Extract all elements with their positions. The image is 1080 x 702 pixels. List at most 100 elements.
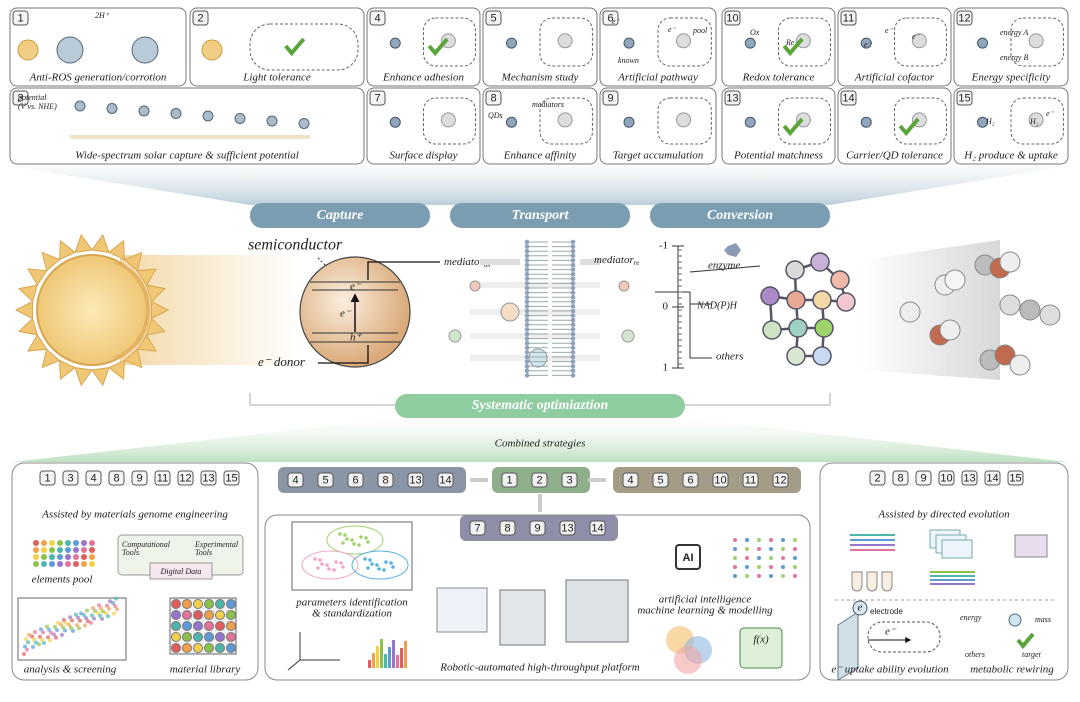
library-ball [182, 599, 192, 609]
panel-label: Surface display [389, 150, 457, 162]
lipid-head [570, 262, 576, 268]
energy-level [202, 110, 214, 122]
cluster [301, 550, 359, 580]
scatter-dot [93, 609, 97, 614]
mediator-base: mediator [594, 254, 634, 266]
lipid-head [524, 304, 530, 309]
library-ball [171, 610, 181, 620]
number-badge [437, 472, 454, 488]
number-badge [742, 472, 759, 488]
nn-node [793, 565, 797, 569]
icon [557, 112, 573, 128]
cluster-dot [350, 538, 354, 542]
nn-node [745, 556, 749, 560]
electron-label: e⁻ [340, 308, 352, 320]
number-text: 10 [714, 474, 726, 486]
number-badge [177, 470, 194, 486]
lipid-head [524, 281, 530, 286]
panel-note: e⁻ [1046, 109, 1055, 118]
library-ball [226, 632, 236, 642]
scatter-dot [64, 621, 68, 626]
cluster-dot [327, 567, 331, 571]
icon [676, 33, 692, 49]
element-dot [65, 561, 71, 567]
lipid-head [570, 267, 576, 272]
number-badge [602, 10, 619, 26]
electrode-e: e [858, 602, 863, 614]
cluster-dot [389, 561, 393, 565]
box-text: Computational [122, 540, 171, 549]
panel-label: Potential matchness [733, 150, 823, 162]
scatter-dot [77, 626, 81, 631]
panel-note: pool [692, 26, 708, 35]
scatter-dot [60, 632, 64, 637]
scatter-dot [78, 618, 82, 623]
ray [136, 268, 157, 287]
library-ball [204, 632, 214, 642]
library-ball [193, 599, 203, 609]
nn-node [793, 556, 797, 560]
nn-node [769, 556, 773, 560]
cell-outline [1010, 97, 1064, 145]
number-text: 5 [490, 12, 496, 24]
banner-pill [395, 394, 685, 418]
box-text: elements pool [32, 574, 93, 586]
number-text: 9 [136, 472, 142, 484]
library-ball [226, 643, 236, 653]
check-mark [284, 37, 306, 57]
scatter-dot [111, 600, 115, 605]
scatter-dot [105, 603, 109, 608]
number-badge [561, 472, 578, 488]
network-node [812, 290, 832, 310]
box-text: analysis & screening [24, 664, 117, 676]
element-dot [65, 547, 71, 553]
cell-outline [867, 621, 941, 653]
lipid-head [524, 267, 530, 272]
particle [528, 348, 548, 368]
panel [9, 87, 365, 165]
number-text: 13 [963, 472, 975, 484]
panel-note: e⁻ [864, 40, 873, 49]
panel-note: mediators [532, 100, 564, 109]
scatter-dot [37, 642, 41, 647]
number-badge [529, 520, 546, 536]
scatter-dot [92, 616, 96, 621]
connector [655, 265, 761, 359]
scatter-dot [69, 625, 73, 630]
lipid-head [524, 262, 530, 268]
lipid-head [524, 336, 530, 341]
number-badge [682, 472, 699, 488]
fan [10, 166, 1068, 205]
panel-label: Enhance affinity [503, 150, 577, 162]
panel-note: e⁻ [912, 32, 921, 41]
icon [1028, 33, 1044, 49]
stage-label: Conversion [707, 208, 773, 223]
ray [59, 359, 77, 381]
panel-label: Wide-spectrum solar capture & sufficient… [75, 150, 299, 162]
axis-tick-label: -1 [659, 240, 668, 252]
scatter-dot [107, 606, 111, 611]
carrier [469, 280, 481, 292]
number-text: 13 [726, 92, 738, 104]
cluster-dot [368, 558, 372, 562]
library-ball [182, 610, 192, 620]
arrow [470, 478, 606, 512]
sun-icon [17, 39, 39, 61]
scatter-dot [62, 618, 66, 622]
scatter-dot [52, 632, 56, 637]
number-badge [840, 90, 857, 106]
library-ball [204, 599, 214, 609]
nn-node [757, 538, 761, 542]
scatter-dot [100, 616, 104, 621]
ray [18, 317, 39, 336]
energy-level [234, 113, 246, 124]
lipid-head [524, 331, 530, 337]
number-text: 6 [687, 474, 693, 486]
lipid-head [570, 327, 576, 332]
element-dot [41, 554, 47, 560]
lipid-head [570, 248, 576, 254]
cluster-dot [384, 560, 388, 564]
hub [1008, 613, 1022, 627]
panel-note: Ox [750, 28, 760, 37]
